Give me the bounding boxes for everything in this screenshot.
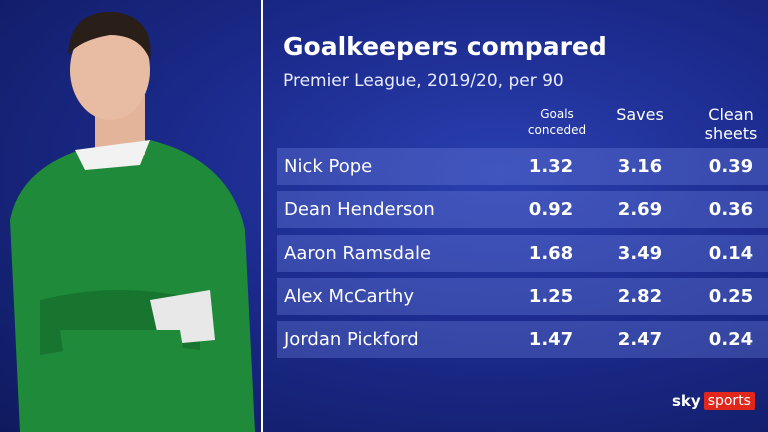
- stat-value: 0.25: [708, 285, 754, 307]
- stat-value: 0.36: [708, 199, 754, 221]
- stat-value: 3.16: [617, 156, 663, 177]
- table-row: Alex McCarthy 1.25 2.82 0.25: [277, 277, 768, 315]
- player-name: Aaron Ramsdale: [284, 242, 432, 264]
- logo-brand: sky: [672, 392, 701, 410]
- table-row: Jordan Pickford 1.47 2.47 0.24: [277, 321, 768, 359]
- table-row: Aaron Ramsdale 1.68 3.49 0.14: [277, 234, 768, 272]
- table-row: Dean Henderson 0.92 2.69 0.36: [277, 191, 768, 229]
- player-photo: [10, 11, 255, 432]
- title: Goalkeepers compared: [283, 32, 607, 61]
- stat-value: 2.82: [617, 285, 663, 307]
- stat-value: 1.32: [528, 156, 574, 177]
- stat-value: 1.68: [528, 242, 574, 264]
- player-name: Nick Pope: [284, 156, 373, 177]
- stat-value: 0.92: [528, 199, 574, 221]
- player-name: Jordan Pickford: [284, 329, 419, 351]
- subtitle: Premier League, 2019/20, per 90: [283, 71, 564, 91]
- column-header: Clean sheets: [704, 105, 758, 143]
- stat-value: 1.25: [528, 285, 574, 307]
- stat-value: 0.39: [708, 156, 754, 177]
- player-name: Dean Henderson: [284, 199, 435, 221]
- column-header: Goals conceded: [527, 107, 587, 137]
- stat-value: 2.47: [617, 329, 663, 351]
- stat-value: 1.47: [528, 329, 574, 351]
- column-header: Saves: [616, 105, 664, 124]
- logo-product: sports: [703, 392, 755, 410]
- stat-value: 0.24: [708, 329, 754, 351]
- divider: [261, 0, 263, 432]
- player-name: Alex McCarthy: [284, 285, 414, 307]
- logo: sky sports: [672, 391, 755, 411]
- table-row: Nick Pope 1.32 3.16 0.39: [277, 148, 768, 185]
- stat-value: 3.49: [617, 242, 663, 264]
- stat-value: 0.14: [708, 242, 754, 264]
- stat-value: 2.69: [617, 199, 663, 221]
